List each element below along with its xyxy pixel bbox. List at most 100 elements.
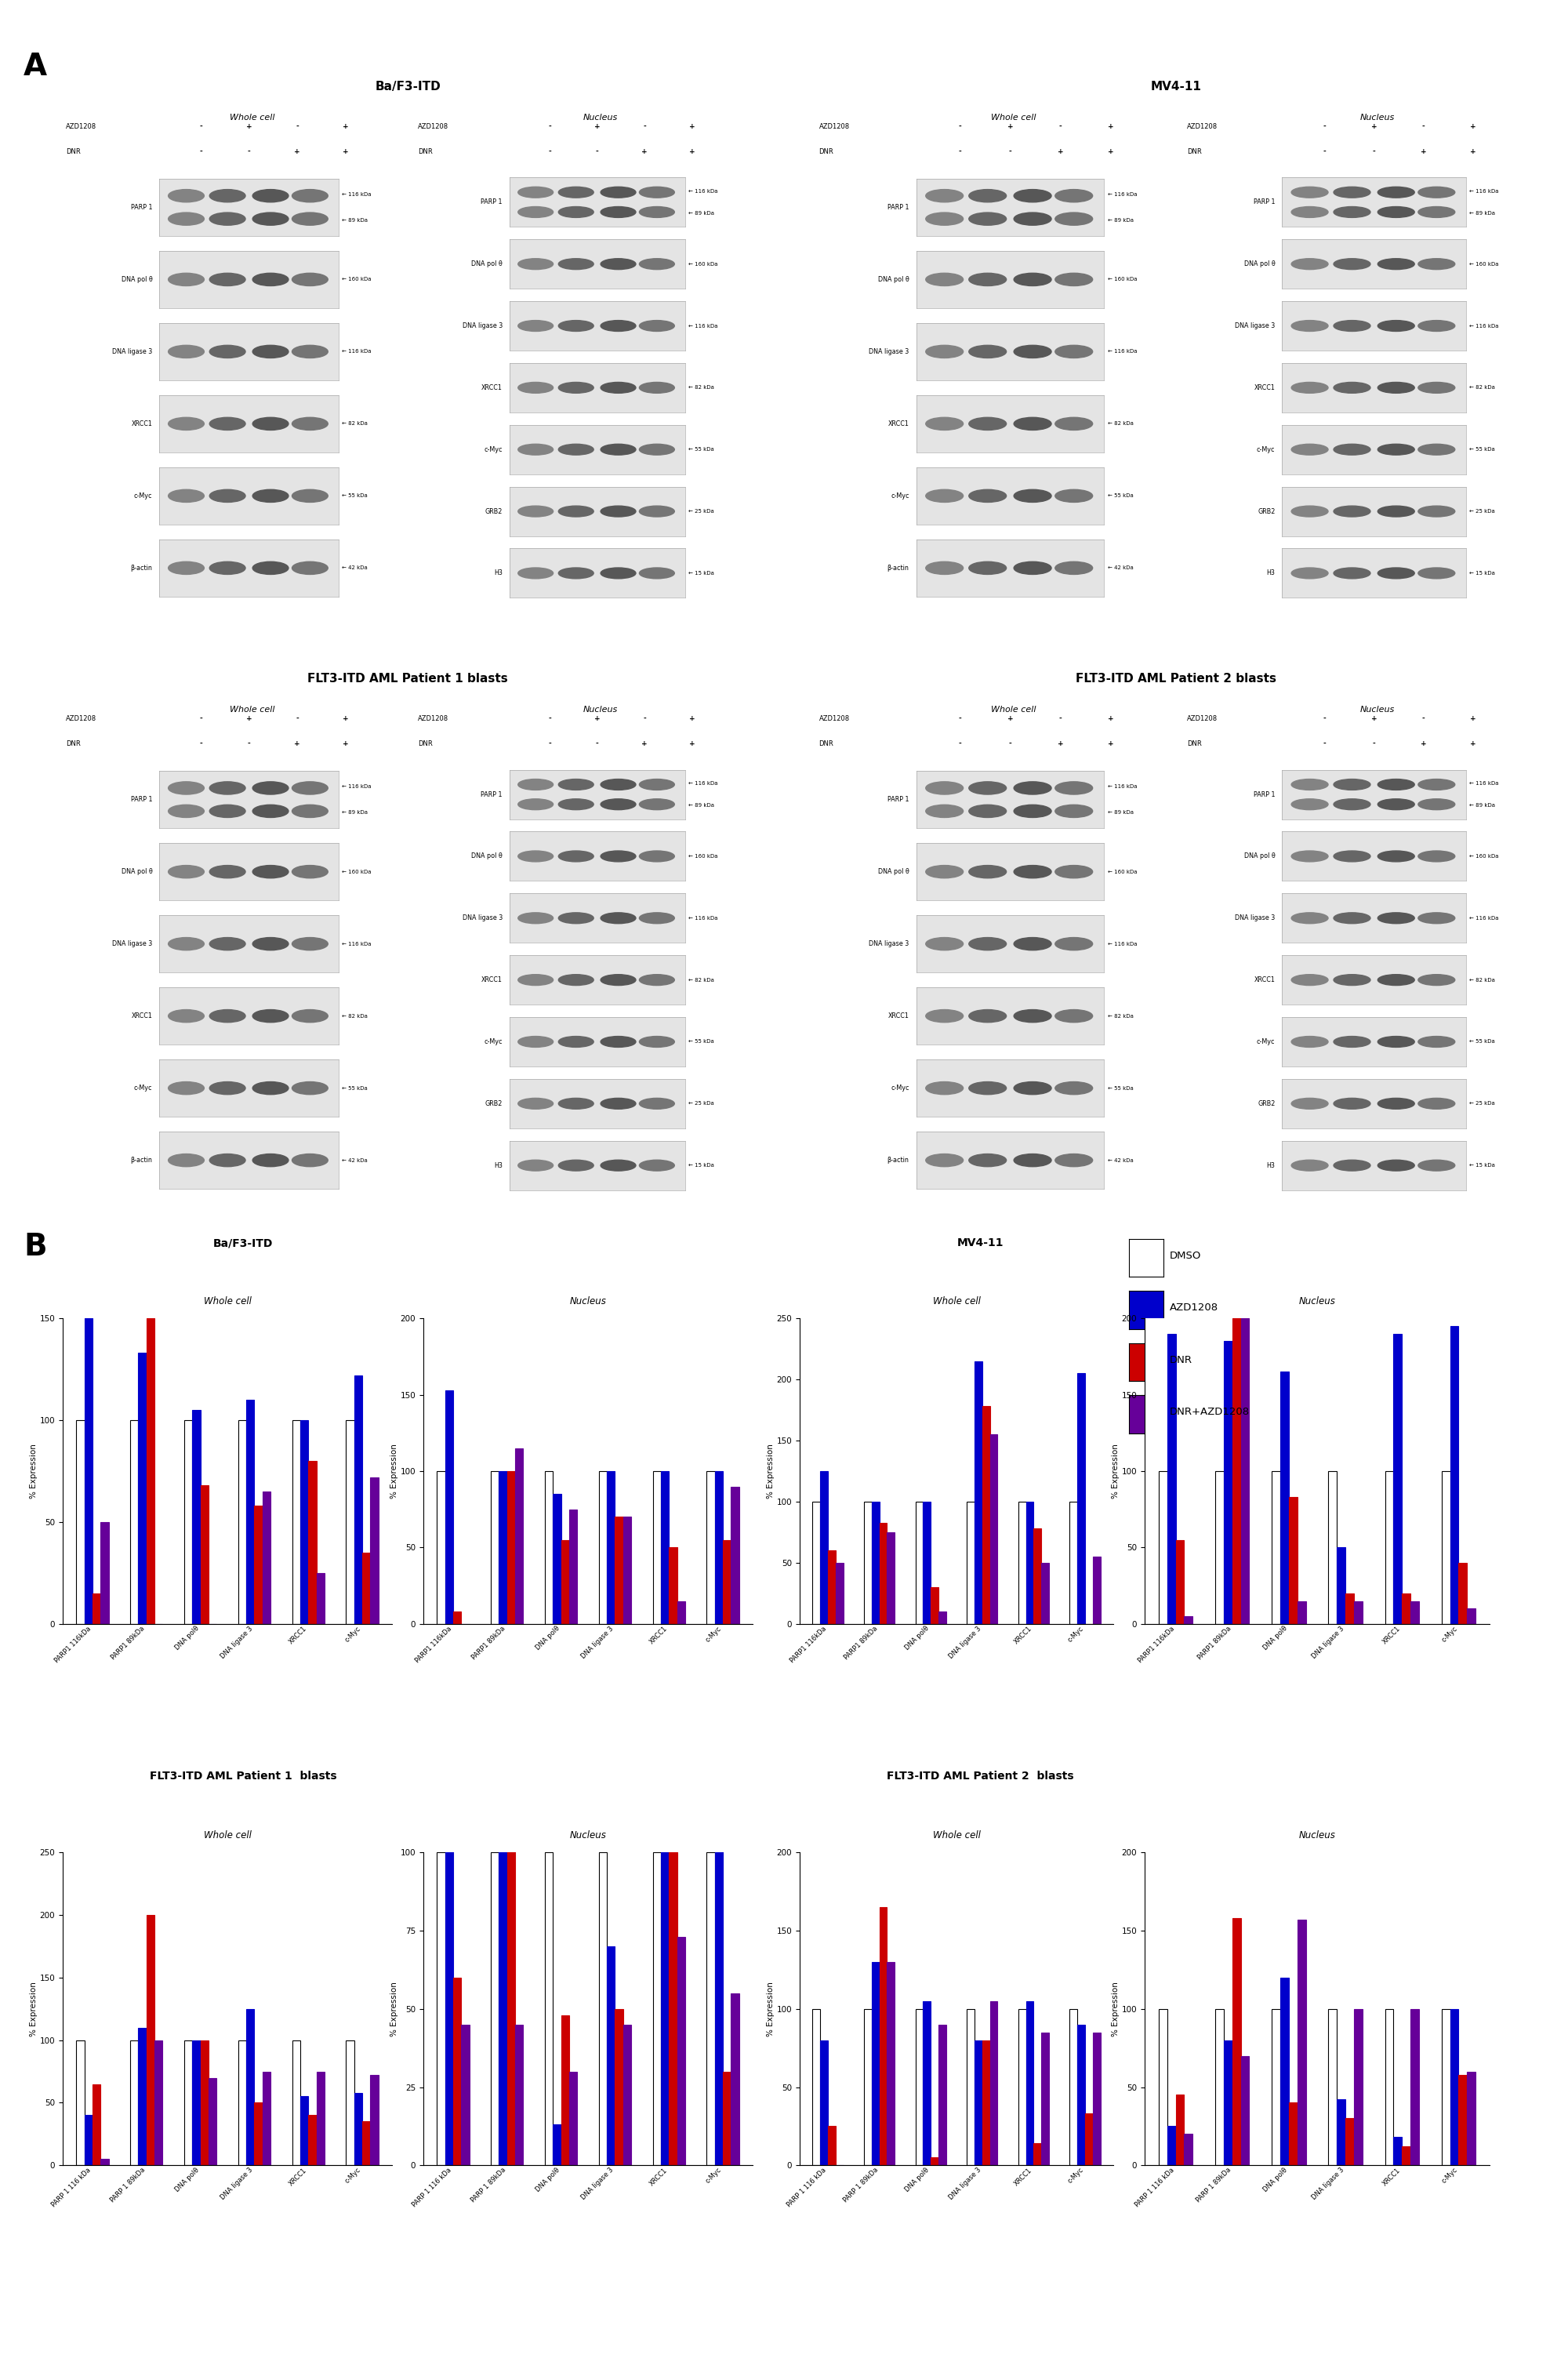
Ellipse shape — [168, 1154, 204, 1166]
Text: PARP 1: PARP 1 — [1253, 791, 1275, 798]
Ellipse shape — [640, 912, 674, 924]
Ellipse shape — [1417, 1161, 1455, 1170]
Ellipse shape — [1334, 1161, 1370, 1170]
Bar — [677, 1601, 685, 1625]
Text: +: + — [1057, 147, 1063, 154]
Ellipse shape — [1014, 1009, 1052, 1023]
Text: FLT3-ITD AML Patient 2 blasts: FLT3-ITD AML Patient 2 blasts — [1076, 673, 1276, 685]
Bar — [1215, 2009, 1223, 2165]
Bar — [362, 1552, 370, 1625]
Ellipse shape — [210, 1083, 246, 1094]
Bar — [677, 1938, 685, 2165]
Text: Nucleus: Nucleus — [583, 114, 618, 121]
Bar — [1176, 1540, 1184, 1625]
Bar — [1402, 1594, 1411, 1625]
Text: DNA ligase 3: DNA ligase 3 — [463, 914, 502, 922]
Bar — [299, 1419, 309, 1625]
Y-axis label: % Expression: % Expression — [30, 1980, 38, 2037]
Ellipse shape — [640, 569, 674, 578]
Text: DNR: DNR — [1187, 147, 1201, 154]
Ellipse shape — [292, 865, 328, 879]
Text: ← 160 kDa: ← 160 kDa — [1107, 277, 1137, 282]
Text: +: + — [1471, 123, 1475, 130]
Ellipse shape — [210, 213, 246, 225]
Text: ← 55 kDa: ← 55 kDa — [1469, 448, 1496, 452]
Bar — [1385, 2009, 1394, 2165]
Text: XRCC1: XRCC1 — [481, 976, 502, 983]
Text: +: + — [641, 147, 648, 154]
Bar — [1394, 2137, 1402, 2165]
Text: XRCC1: XRCC1 — [132, 419, 152, 426]
Ellipse shape — [517, 779, 554, 789]
Ellipse shape — [210, 1154, 246, 1166]
Bar — [864, 2009, 872, 2165]
Ellipse shape — [1378, 1099, 1414, 1109]
Ellipse shape — [1292, 1099, 1328, 1109]
Ellipse shape — [601, 1035, 635, 1047]
Text: Ba/F3-ITD: Ba/F3-ITD — [213, 1237, 273, 1248]
Text: H3: H3 — [1267, 569, 1275, 576]
Ellipse shape — [1334, 779, 1370, 789]
Ellipse shape — [969, 938, 1007, 950]
Text: ← 89 kDa: ← 89 kDa — [342, 218, 368, 223]
Bar — [1328, 1471, 1338, 1625]
Bar — [183, 1419, 193, 1625]
Ellipse shape — [558, 381, 594, 393]
Ellipse shape — [640, 1035, 674, 1047]
Text: DNR: DNR — [419, 739, 433, 746]
Text: +: + — [1109, 123, 1115, 130]
Text: ← 160 kDa: ← 160 kDa — [688, 853, 718, 858]
Ellipse shape — [969, 417, 1007, 431]
Text: ← 82 kDa: ← 82 kDa — [1107, 422, 1134, 426]
Ellipse shape — [1292, 912, 1328, 924]
Text: β-actin: β-actin — [130, 564, 152, 571]
Text: DNA ligase 3: DNA ligase 3 — [869, 348, 909, 355]
Bar — [607, 1947, 615, 2165]
Ellipse shape — [925, 1154, 963, 1166]
Text: AZD1208: AZD1208 — [419, 715, 448, 723]
Bar — [461, 2025, 469, 2165]
Bar — [100, 2158, 108, 2165]
Bar — [1289, 2104, 1297, 2165]
Text: ← 89 kDa: ← 89 kDa — [342, 810, 368, 815]
Ellipse shape — [517, 187, 554, 197]
Text: ← 116 kDa: ← 116 kDa — [1107, 940, 1137, 945]
Ellipse shape — [1292, 1035, 1328, 1047]
Ellipse shape — [517, 1099, 554, 1109]
Ellipse shape — [1334, 320, 1370, 332]
Ellipse shape — [1417, 1099, 1455, 1109]
Text: -: - — [1372, 739, 1375, 746]
Bar — [715, 1471, 723, 1625]
Bar — [989, 2002, 997, 2165]
Bar — [872, 1962, 880, 2165]
Ellipse shape — [1334, 206, 1370, 218]
Text: +: + — [342, 715, 348, 723]
Text: XRCC1: XRCC1 — [1254, 976, 1275, 983]
Ellipse shape — [1014, 213, 1052, 225]
Bar — [262, 1492, 271, 1625]
Ellipse shape — [640, 187, 674, 197]
Ellipse shape — [925, 1083, 963, 1094]
Text: ← 160 kDa: ← 160 kDa — [1469, 261, 1499, 265]
Ellipse shape — [1014, 782, 1052, 794]
Bar — [1018, 2009, 1025, 2165]
Text: DNA pol θ: DNA pol θ — [878, 867, 909, 874]
Bar — [880, 1907, 887, 2165]
Ellipse shape — [601, 974, 635, 986]
Bar — [1025, 2002, 1033, 2165]
Text: Whole cell: Whole cell — [230, 706, 274, 713]
Bar — [193, 1410, 201, 1625]
Ellipse shape — [252, 1083, 289, 1094]
Ellipse shape — [252, 805, 289, 817]
Ellipse shape — [640, 798, 674, 810]
Text: ← 89 kDa: ← 89 kDa — [1469, 803, 1496, 808]
Ellipse shape — [252, 417, 289, 431]
Ellipse shape — [1014, 272, 1052, 287]
Bar — [254, 2104, 262, 2165]
Ellipse shape — [292, 805, 328, 817]
Text: AZD1208: AZD1208 — [419, 123, 448, 130]
Ellipse shape — [168, 190, 204, 201]
Text: -: - — [549, 147, 552, 154]
Text: Nucleus: Nucleus — [1298, 1831, 1336, 1841]
Bar — [155, 2040, 163, 2165]
